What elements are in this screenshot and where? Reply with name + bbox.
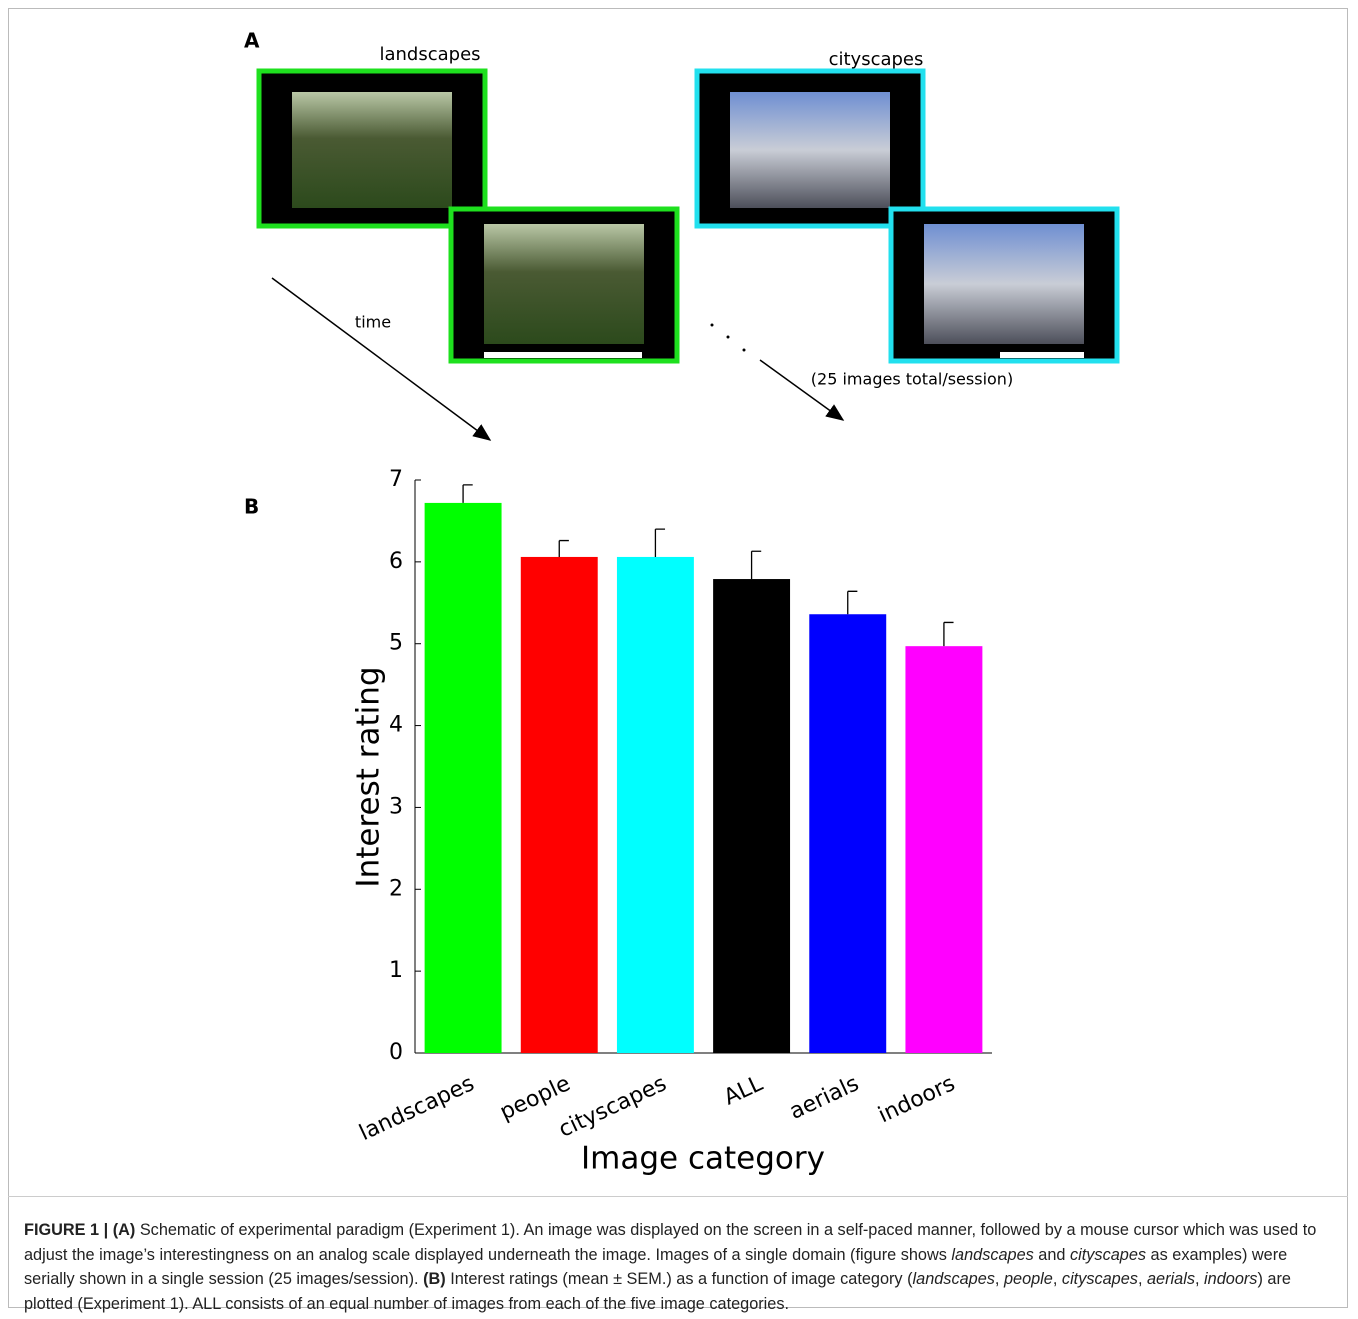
y-tick-label: 3: [389, 794, 403, 819]
x-tick-label: cityscapes: [555, 1071, 671, 1143]
x-tick-label: indoors: [875, 1071, 959, 1128]
panel-label: B: [244, 495, 259, 519]
note: (25 images total/session): [811, 370, 1013, 389]
caption-text: people: [1004, 1270, 1053, 1288]
error-bar: [463, 485, 473, 503]
caption-text: ,: [1138, 1270, 1147, 1288]
caption-text: ,: [995, 1270, 1004, 1288]
x-tick-label: landscapes: [356, 1071, 479, 1146]
bar: [425, 503, 502, 1053]
bar: [521, 557, 598, 1053]
separator: [8, 1196, 1348, 1197]
caption-text: Interest ratings (mean ± SEM.) as a func…: [446, 1270, 913, 1288]
y-tick-label: 4: [389, 713, 403, 738]
bar: [713, 579, 790, 1053]
y-tick-label: 7: [389, 467, 403, 492]
caption-text: and: [1034, 1246, 1070, 1264]
time-label: time: [355, 313, 391, 332]
caption-text: cityscapes: [1070, 1246, 1146, 1264]
ellipsis: [711, 324, 746, 352]
caption-text: landscapes: [951, 1246, 1033, 1264]
panel-title: cityscapes: [829, 49, 924, 70]
error-bar: [655, 529, 665, 557]
x-tick-label: ALL: [720, 1071, 767, 1111]
caption-text: FIGURE 1 | (A): [24, 1221, 135, 1239]
error-bar: [848, 591, 858, 614]
bar: [905, 646, 982, 1053]
panel-title: landscapes: [379, 44, 480, 65]
y-axis-label: Interest rating: [351, 666, 387, 887]
figure: A B landscapes cityscapes time (25 image…: [0, 0, 1358, 1200]
caption-text: ,: [1195, 1270, 1204, 1288]
y-tick-label: 6: [389, 549, 403, 574]
bar: [809, 614, 886, 1053]
panel-label: A: [244, 29, 260, 53]
caption-text: aerials: [1147, 1270, 1195, 1288]
page: A B landscapes cityscapes time (25 image…: [0, 0, 1358, 1319]
y-tick-label: 1: [389, 958, 403, 983]
caption: FIGURE 1 | (A) Schematic of experimental…: [24, 1218, 1336, 1316]
x-axis-label: Image category: [581, 1141, 825, 1177]
y-tick-label: 5: [389, 631, 403, 656]
caption-text: ,: [1053, 1270, 1062, 1288]
error-bar: [944, 622, 954, 646]
caption-text: landscapes: [913, 1270, 995, 1288]
y-tick-label: 0: [389, 1040, 403, 1065]
x-tick-label: aerials: [786, 1071, 863, 1125]
caption-text: (B): [423, 1270, 446, 1288]
y-tick-label: 2: [389, 876, 403, 901]
error-bar: [559, 541, 569, 557]
bar: [617, 557, 694, 1053]
error-bar: [752, 551, 762, 579]
caption-text: indoors: [1204, 1270, 1257, 1288]
caption-text: cityscapes: [1062, 1270, 1138, 1288]
